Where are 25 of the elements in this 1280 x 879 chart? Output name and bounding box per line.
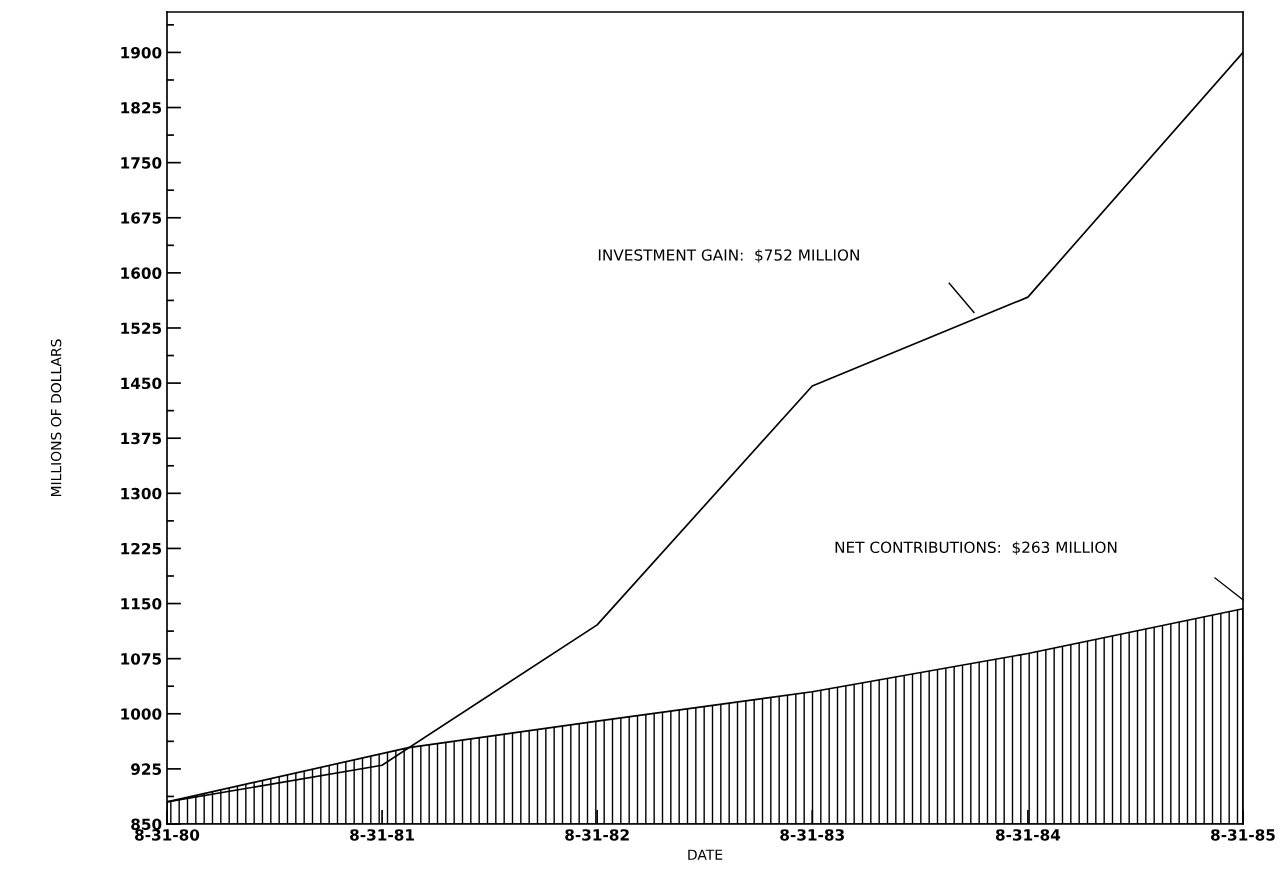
y-tick-label: 1300 — [121, 487, 162, 500]
y-tick-label: 1150 — [121, 598, 162, 610]
x-tick-label: 8-31-81 — [350, 829, 414, 841]
y-tick-label: 925 — [131, 763, 162, 775]
y-tick-label: 1825 — [121, 101, 162, 114]
y-tick-label: 1525 — [121, 322, 162, 334]
x-tick-label: 8-31-85 — [1211, 829, 1275, 841]
y-tick-label: 1000 — [121, 708, 162, 720]
x-tick-label: 8-31-80 — [135, 829, 200, 841]
annotation: INVESTMENT GAIN: $752 MILLION — [598, 248, 859, 263]
y-tick-label: 850 — [131, 818, 162, 831]
y-tick-label: 1375 — [121, 432, 162, 445]
y-tick-label: 1600 — [121, 267, 162, 279]
x-tick-label: 8-31-82 — [565, 829, 629, 841]
x-tick-label: 8-31-83 — [780, 829, 844, 841]
y-tick-label: 1900 — [121, 46, 162, 59]
x-axis-title: DATE — [688, 849, 723, 860]
y-tick-label: 1225 — [121, 542, 162, 555]
y-tick-label: 1675 — [121, 212, 162, 224]
y-tick-label: 1750 — [121, 157, 162, 169]
y-axis-title: MILLIONS OF DOLLARS — [50, 339, 62, 497]
annotation: NET CONTRIBUTIONS: $263 MILLION — [835, 541, 1117, 556]
x-tick-label: 8-31-84 — [995, 829, 1061, 841]
y-tick-label: 1075 — [121, 653, 162, 665]
y-tick-label: 1450 — [121, 377, 162, 390]
